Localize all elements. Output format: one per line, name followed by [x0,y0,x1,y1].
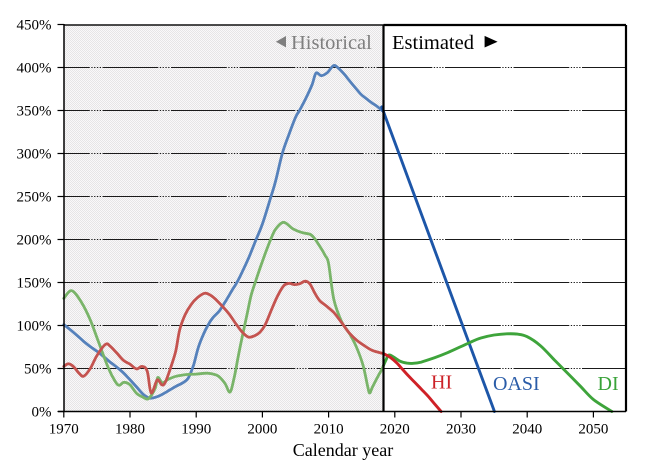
svg-text:350%: 350% [17,104,52,120]
svg-text:0%: 0% [32,405,52,421]
svg-text:200%: 200% [17,233,52,249]
svg-text:DI: DI [598,373,619,395]
svg-text:2030: 2030 [446,422,476,438]
svg-text:2000: 2000 [247,422,277,438]
svg-text:2050: 2050 [578,422,608,438]
svg-text:150%: 150% [17,276,52,292]
svg-text:400%: 400% [17,61,52,77]
svg-text:250%: 250% [17,190,52,206]
svg-text:2010: 2010 [314,422,344,438]
svg-text:Calendar year: Calendar year [293,440,393,460]
svg-text:1990: 1990 [181,422,211,438]
svg-text:Historical: Historical [291,32,372,54]
svg-text:50%: 50% [24,362,52,378]
svg-text:HI: HI [431,372,452,394]
svg-text:300%: 300% [17,147,52,163]
svg-text:100%: 100% [17,319,52,335]
svg-text:1980: 1980 [115,422,145,438]
svg-text:2020: 2020 [380,422,410,438]
svg-text:1970: 1970 [49,422,79,438]
svg-text:2040: 2040 [512,422,542,438]
svg-text:OASI: OASI [493,373,540,395]
svg-text:Estimated: Estimated [392,32,474,54]
svg-text:450%: 450% [17,18,52,34]
